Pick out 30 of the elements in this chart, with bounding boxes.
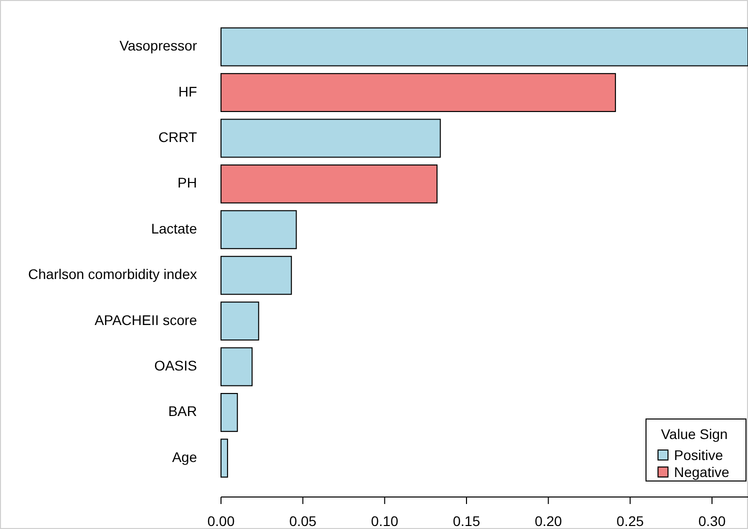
legend-label: Negative xyxy=(674,464,730,480)
y-tick-label: PH xyxy=(178,174,197,191)
y-tick-label: APACHEII score xyxy=(94,312,198,328)
bar xyxy=(220,210,297,250)
bar xyxy=(220,438,228,478)
y-tick-label: OASIS xyxy=(154,357,197,374)
bar xyxy=(220,256,292,295)
y-tick-label: Vasopressor xyxy=(119,38,198,54)
x-tick-label: 0.25 xyxy=(616,513,644,529)
bar xyxy=(220,27,748,66)
y-tick-label: CRRT xyxy=(158,128,198,145)
legend-title: Value Sign xyxy=(661,426,728,442)
x-tick-label: 0.15 xyxy=(452,513,480,529)
x-tick-label: 0.10 xyxy=(371,513,398,529)
y-tick-label: Age xyxy=(172,448,198,465)
bar xyxy=(220,118,441,158)
bar xyxy=(220,392,238,432)
x-tick-label: 0.00 xyxy=(207,513,235,529)
legend-label: Positive xyxy=(674,447,724,463)
y-tick-label: BAR xyxy=(168,403,197,420)
x-tick-label: 0.30 xyxy=(698,513,726,529)
y-tick-label: HF xyxy=(178,83,197,100)
bar xyxy=(220,73,616,112)
bar xyxy=(220,347,253,386)
bar xyxy=(220,302,260,341)
y-tick-label: Charlson comorbidity index xyxy=(28,266,197,282)
x-tick-label: 0.05 xyxy=(289,513,317,529)
y-tick-label: Lactate xyxy=(151,220,198,236)
x-tick-label: 0.20 xyxy=(534,513,562,529)
bar xyxy=(220,164,438,204)
